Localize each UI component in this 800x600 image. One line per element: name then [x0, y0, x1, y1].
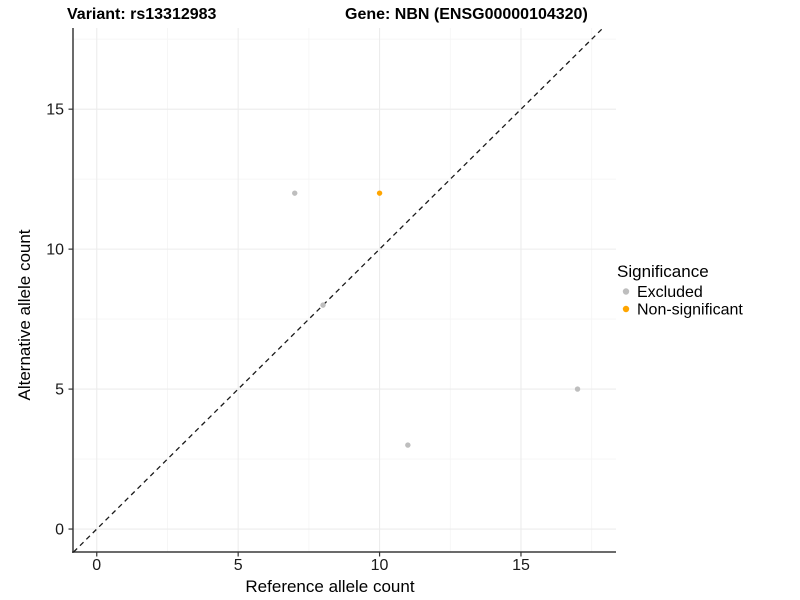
y-tick-label: 0 — [55, 522, 64, 539]
x-tick-labels: 0 5 10 15 — [92, 557, 530, 574]
y-tick-label: 15 — [46, 102, 64, 119]
data-point — [376, 190, 383, 196]
x-tick-label: 15 — [512, 557, 530, 574]
legend-key-non-significant-icon — [622, 305, 630, 313]
y-tick-label: 10 — [46, 242, 64, 259]
x-tick-label: 10 — [371, 557, 389, 574]
x-tick-label: 5 — [234, 557, 243, 574]
data-point — [574, 386, 581, 392]
data-point — [320, 302, 326, 308]
legend-label-excluded: Excluded — [637, 284, 703, 301]
legend: Significance Excluded Non-significant — [617, 262, 743, 319]
y-tick-labels: 0 5 10 15 — [46, 102, 64, 539]
data-point — [292, 190, 298, 196]
x-axis-title: Reference allele count — [245, 577, 414, 596]
legend-key-excluded-icon — [622, 288, 630, 295]
legend-label-non-significant: Non-significant — [637, 302, 743, 319]
identity-reference-line — [73, 27, 604, 553]
y-axis-title: Alternative allele count — [15, 229, 34, 400]
axis-tick-marks — [68, 108, 522, 557]
plot-title-gene: Gene: NBN (ENSG00000104320) — [345, 6, 588, 23]
data-points — [292, 190, 581, 448]
plot-title-variant: Variant: rs13312983 — [67, 6, 217, 23]
identity-line — [73, 27, 604, 553]
legend-title: Significance — [617, 262, 709, 281]
x-tick-label: 0 — [92, 557, 101, 574]
y-tick-label: 5 — [55, 382, 64, 399]
axis-lines — [72, 28, 616, 553]
data-point — [405, 442, 411, 448]
gridlines — [73, 28, 616, 552]
